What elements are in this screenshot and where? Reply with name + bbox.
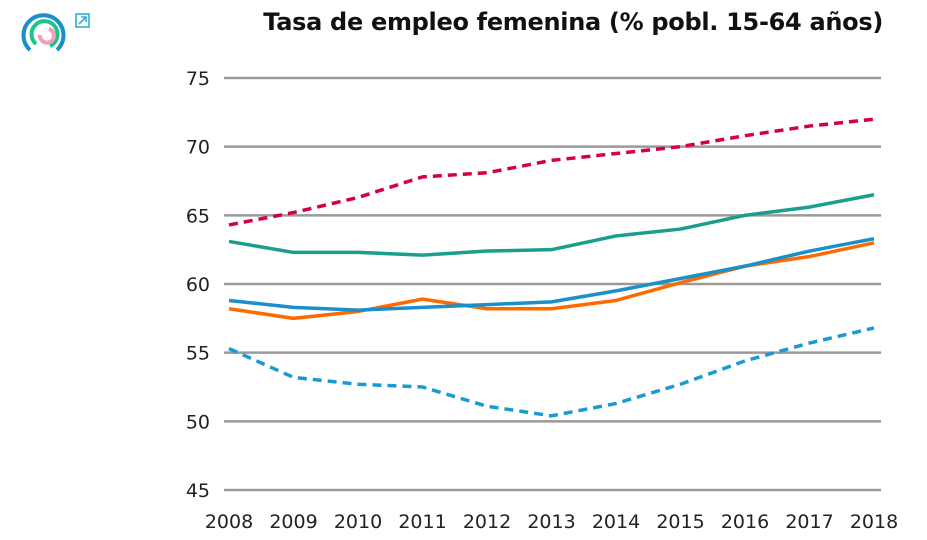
x-tick-label: 2015 — [656, 511, 704, 533]
x-tick-label: 2013 — [527, 511, 575, 533]
y-tick-label: 50 — [186, 411, 210, 433]
series-line-1 — [228, 193, 875, 257]
y-tick-label: 45 — [186, 480, 210, 502]
x-tick-label: 2016 — [721, 511, 769, 533]
y-tick-label: 70 — [186, 137, 210, 159]
y-tick-label: 65 — [186, 205, 210, 227]
series-line-2 — [228, 241, 875, 321]
chart-title: Tasa de empleo femenina (% pobl. 15-64 a… — [263, 8, 883, 36]
series-line-3 — [228, 236, 875, 312]
series-line-0 — [228, 117, 875, 227]
x-tick-label: 2012 — [463, 511, 511, 533]
x-tick-label: 2014 — [592, 511, 640, 533]
y-tick-label: 75 — [186, 68, 210, 90]
external-link-icon[interactable] — [75, 13, 90, 28]
x-tick-label: 2011 — [398, 511, 446, 533]
logo — [20, 8, 100, 63]
y-tick-label: 60 — [186, 274, 210, 296]
x-tick-label: 2010 — [334, 511, 382, 533]
x-tick-label: 2009 — [269, 511, 317, 533]
x-tick-label: 2018 — [850, 511, 898, 533]
series-line-4 — [228, 326, 875, 418]
x-tick-label: 2008 — [205, 511, 253, 533]
y-tick-label: 55 — [186, 343, 210, 365]
x-tick-label: 2017 — [785, 511, 833, 533]
